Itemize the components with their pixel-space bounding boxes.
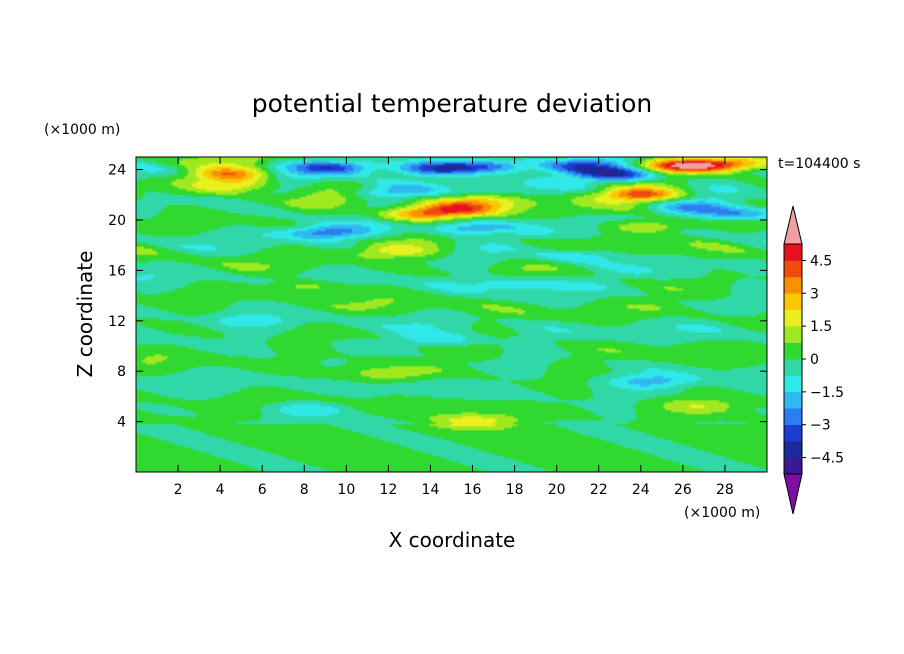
x-tick-label: 16 [464, 482, 482, 498]
chart-title: potential temperature deviation [252, 89, 652, 118]
colorbar-label: −4.5 [810, 451, 844, 467]
colorbar-label: 3 [810, 286, 819, 302]
colorbar-swatch [784, 408, 802, 426]
y-axis: 4 8 12 16 20 24 [108, 163, 767, 431]
colorbar-min-extension [783, 473, 803, 515]
colorbar-swatch [784, 244, 802, 261]
y-axis-label: Z coordinate [73, 251, 97, 378]
colorbar-label: −1.5 [810, 385, 844, 401]
colorbar-max-extension [783, 205, 803, 245]
colorbar-label: 1.5 [810, 319, 832, 335]
heatmap-field [136, 157, 767, 472]
x-tick-label: 6 [258, 482, 267, 498]
y-unit-label: (×1000 m) [44, 122, 120, 138]
time-label: t=104400 s [778, 156, 860, 172]
x-tick-label: 4 [216, 482, 225, 498]
colorbar-swatch [784, 359, 802, 376]
colorbar-swatch [784, 326, 802, 343]
x-tick-label: 28 [716, 482, 734, 498]
x-tick-label: 2 [174, 482, 183, 498]
x-tick-label: 20 [548, 482, 566, 498]
colorbar-swatch [784, 375, 802, 393]
colorbar-swatch [784, 391, 802, 409]
y-tick-label: 16 [108, 263, 126, 279]
x-tick-label: 22 [590, 482, 608, 498]
colorbar-swatch [784, 293, 802, 311]
colorbar-swatch [784, 457, 802, 475]
heatmap-image [136, 157, 767, 472]
colorbar-swatch [784, 342, 802, 360]
x-tick-label: 14 [422, 482, 440, 498]
colorbar: 4.5 3 1.5 0 −1.5 −3 −4.5 [783, 205, 844, 515]
colorbar-swatch [784, 260, 802, 278]
y-tick-label: 8 [117, 364, 126, 380]
colorbar-label: −3 [810, 418, 831, 434]
plot-frame [135, 156, 768, 473]
colorbar-swatch [784, 276, 802, 294]
x-tick-label: 24 [632, 482, 650, 498]
x-unit-label: (×1000 m) [684, 505, 760, 521]
colorbar-swatch [784, 309, 802, 327]
x-tick-label: 8 [300, 482, 309, 498]
y-tick-label: 12 [108, 314, 126, 330]
x-tick-label: 26 [674, 482, 692, 498]
x-tick-label: 10 [337, 482, 355, 498]
colorbar-label: 4.5 [810, 253, 832, 269]
x-axis: 2 4 6 8 10 12 14 16 18 20 22 24 26 28 [174, 157, 734, 498]
x-tick-label: 18 [506, 482, 524, 498]
x-tick-label: 12 [379, 482, 397, 498]
y-tick-label: 4 [117, 415, 126, 431]
x-axis-label: X coordinate [389, 528, 516, 552]
colorbar-swatch [784, 441, 802, 458]
y-tick-label: 20 [108, 213, 126, 229]
colorbar-label: 0 [810, 352, 819, 368]
colorbar-swatch [784, 424, 802, 442]
y-tick-label: 24 [108, 163, 126, 179]
